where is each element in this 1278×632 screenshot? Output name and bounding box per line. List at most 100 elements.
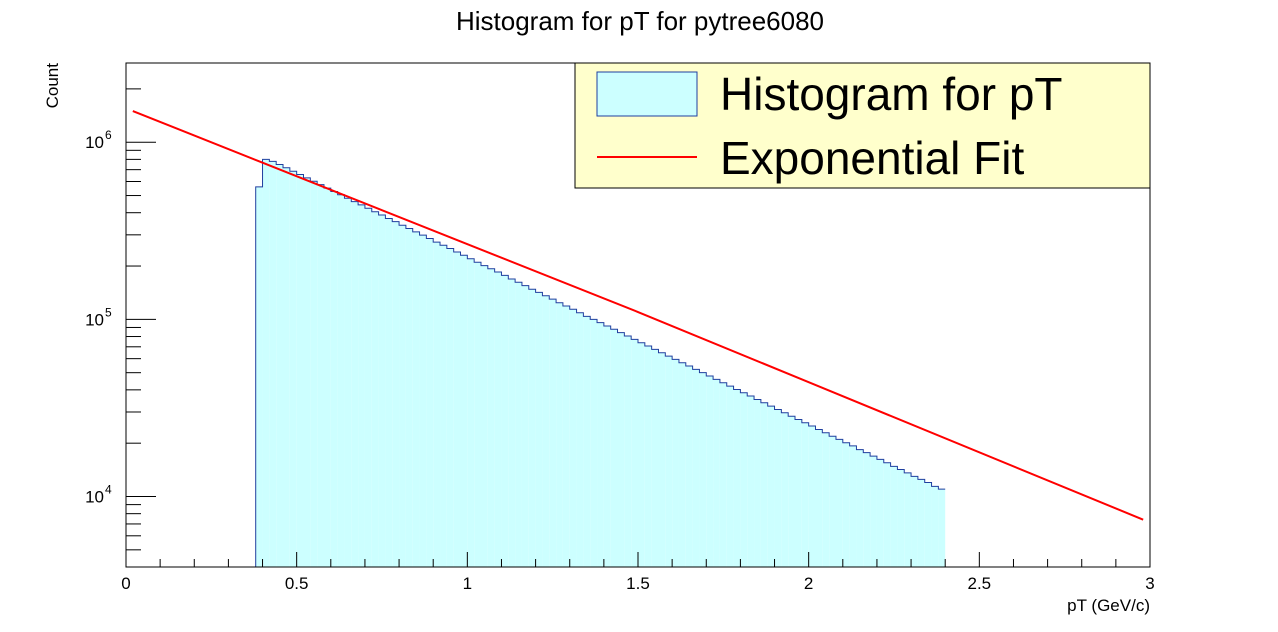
histogram-bin: [842, 442, 850, 567]
histogram-bin: [651, 349, 659, 567]
histogram-bin: [323, 188, 331, 567]
chart-title: Histogram for pT for pytree6080: [456, 6, 824, 36]
histogram-bin: [665, 356, 673, 567]
histogram-bin: [747, 396, 755, 567]
histogram-bin: [911, 476, 918, 567]
x-tick-label: 0.5: [285, 574, 309, 593]
x-tick-label: 0: [121, 574, 130, 593]
histogram-bin: [528, 289, 536, 567]
histogram-bin: [480, 265, 488, 567]
histogram-bin: [808, 426, 816, 567]
histogram-bin: [856, 449, 864, 567]
x-tick-label: 1: [463, 574, 472, 593]
histogram-bin: [453, 252, 461, 567]
histogram-bin: [494, 272, 502, 567]
histogram-bin: [644, 346, 652, 567]
histogram-bin: [706, 375, 714, 567]
histogram-bin: [733, 389, 741, 567]
histogram-bin: [508, 278, 516, 567]
histogram-bin: [501, 275, 509, 567]
histogram-bin: [672, 359, 679, 567]
histogram-bin: [924, 482, 932, 567]
histogram-bin: [658, 352, 666, 567]
histogram-bin: [904, 472, 912, 567]
histogram-bin: [310, 181, 318, 567]
histogram-bin: [569, 309, 577, 567]
histogram-bin: [726, 386, 734, 567]
histogram-bin: [801, 422, 809, 567]
histogram-bin: [760, 402, 768, 567]
histogram-bin: [460, 255, 468, 567]
histogram-bin: [392, 221, 400, 567]
histogram-bin: [521, 285, 529, 567]
histogram-bin: [371, 211, 379, 567]
histogram-bin: [283, 167, 290, 567]
histogram-bin: [289, 171, 297, 567]
histogram-bin: [795, 419, 802, 567]
histogram-bin: [474, 262, 481, 567]
y-tick-exponent: 5: [105, 305, 112, 319]
histogram-bin: [876, 459, 884, 567]
histogram-bin: [863, 452, 871, 567]
histogram-bin: [549, 299, 557, 567]
histogram-bin: [597, 322, 604, 567]
histogram-bin: [699, 372, 707, 567]
histogram-bin: [590, 319, 598, 567]
histogram-bin: [719, 382, 727, 567]
histogram-bin: [610, 329, 618, 567]
x-tick-label: 3: [1145, 574, 1154, 593]
histogram-bin: [433, 242, 441, 567]
histogram-bin: [405, 228, 413, 567]
histogram-bin: [399, 225, 406, 567]
histogram-bin: [603, 326, 611, 567]
histogram-bin: [870, 456, 877, 567]
histogram-bin: [412, 231, 420, 567]
histogram-bin: [638, 342, 645, 567]
histogram-bin: [829, 436, 836, 567]
histogram-bin: [419, 235, 427, 568]
legend-fit-label: Exponential Fit: [720, 132, 1024, 184]
y-tick-label: 10: [85, 488, 104, 507]
x-tick-label: 2: [804, 574, 813, 593]
histogram-bin: [624, 336, 632, 567]
histogram-bin: [378, 215, 386, 568]
histogram-bin: [774, 409, 782, 567]
y-tick-exponent: 6: [105, 128, 112, 142]
histogram-bin: [351, 201, 359, 567]
histogram-bin: [446, 248, 454, 568]
histogram-bin: [897, 469, 905, 567]
histogram-bin: [938, 489, 946, 567]
histogram-bin: [815, 429, 823, 567]
histogram-bin: [576, 312, 584, 567]
histogram-bin: [467, 258, 475, 567]
histogram-bin: [344, 198, 352, 567]
histogram-bin: [583, 316, 591, 567]
histogram-bin: [849, 445, 857, 567]
histogram-bin: [269, 161, 277, 568]
histogram-bin: [337, 194, 345, 567]
histogram-bin: [358, 204, 365, 567]
histogram-bin: [767, 406, 775, 567]
histogram-bin: [364, 208, 372, 567]
legend-histogram-label: Histogram for pT: [720, 68, 1063, 120]
histogram-bars: [255, 159, 946, 568]
histogram-bin: [330, 191, 338, 567]
histogram-bin: [515, 282, 522, 567]
y-axis-label: Count: [43, 63, 62, 109]
histogram-bin: [440, 245, 447, 567]
histogram-bin: [303, 177, 311, 567]
histogram-bin: [255, 186, 263, 567]
y-tick-label: 10: [85, 133, 104, 152]
histogram-bin: [890, 466, 898, 567]
histogram-bin: [631, 339, 638, 567]
histogram-bin: [917, 479, 925, 567]
histogram-bin: [535, 292, 543, 567]
x-axis: 0 0.5 1 1.5 2 2.5 3: [121, 552, 1155, 593]
histogram-bin: [556, 302, 563, 567]
histogram-outline: [255, 158, 946, 567]
histogram-bin: [617, 332, 625, 567]
histogram-bin: [931, 486, 939, 567]
histogram-bin: [317, 184, 324, 567]
